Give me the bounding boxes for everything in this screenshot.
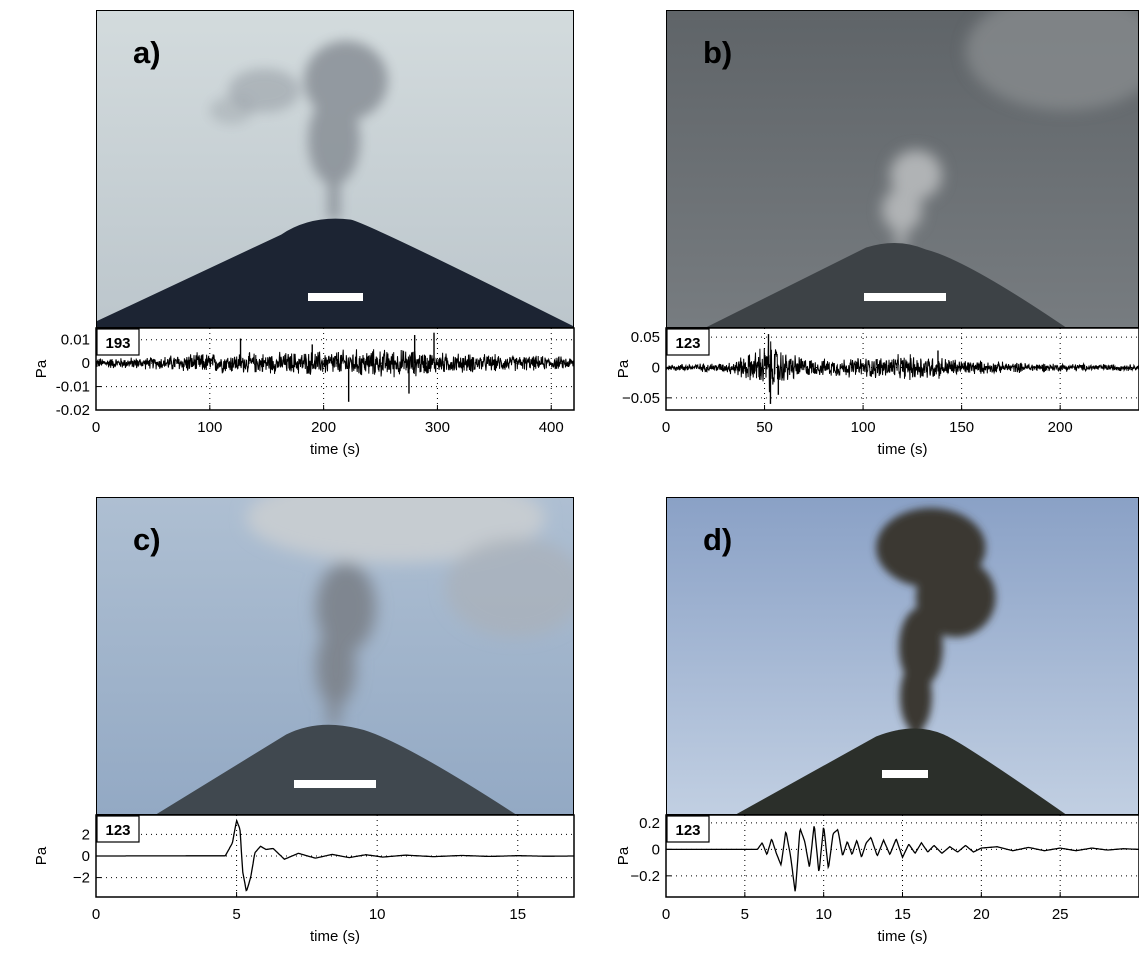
y-axis-label-b: Pa [615,359,632,378]
trace-line-b [665,341,1139,393]
x-tick-label: 0 [662,906,670,923]
station-box-frame [96,815,140,843]
x-axis-label-a: time (s) [310,441,360,458]
y-tick-label: 0 [652,359,660,376]
station-label-d: 123 [675,822,700,839]
x-tick-label: 5 [232,906,240,923]
volcano-photo-d: d) [666,497,1139,815]
x-tick-label: 150 [949,419,974,436]
x-tick-label: 200 [1048,419,1073,436]
station-label-b: 123 [675,335,700,352]
volcano-photo-c: c) [96,497,574,815]
y-axis-label-d: Pa [615,846,632,865]
y-axis-label-a: Pa [33,359,50,378]
x-tick-label: 0 [662,419,670,436]
x-tick-label: 25 [1052,906,1069,923]
trace-line-c [96,818,574,892]
station-box-b: 123 [666,328,710,356]
y-tick-label: −0.05 [622,390,660,407]
grid-a [96,328,574,411]
y-tick-label: -0.02 [56,402,90,419]
y-tick-label: −0.2 [630,868,660,885]
x-tick-label: 5 [741,906,749,923]
station-box-c: 123 [96,815,140,843]
scale-bar-c [294,780,376,788]
y-tick-label: 0 [652,841,660,858]
y-tick-label: 0.05 [631,329,660,346]
x-tick-label: 0 [92,419,100,436]
panel-label-b: b) [703,35,733,70]
x-tick-label: 15 [509,906,526,923]
photo-scene-c [97,498,573,814]
station-label-c: 123 [105,822,130,839]
station-box-frame [96,328,140,356]
pressure-trace-d: 0 5 10 15 20 25 0.2 0 −0.2 time (s) Pa 123 [615,814,1139,945]
scale-bar-b [864,293,946,301]
x-tick-label: 300 [425,419,450,436]
y-tick-label: 0 [82,355,90,372]
y-axis-label-c: Pa [33,846,50,865]
panel-label-a: a) [133,35,161,70]
axes-frame-a [95,327,575,411]
volcano-photo-a: a) [96,10,574,328]
station-label-a: 193 [105,335,130,352]
y-tick-label: 0 [82,848,90,865]
photo-scene-a [97,11,573,327]
x-tick-label: 0 [92,906,100,923]
x-tick-label: 100 [851,419,876,436]
x-tick-label: 10 [369,906,386,923]
x-tick-label: 10 [815,906,832,923]
y-tick-label: 0.01 [61,332,90,349]
scale-bar-d [882,770,928,778]
panel-label-d: d) [703,522,733,557]
x-axis-label-b: time (s) [878,441,928,458]
x-tick-label: 20 [973,906,990,923]
pressure-trace-a: 0 100 200 300 400 0.01 0 -0.01 -0.02 time (s) Pa 19… [33,327,575,458]
trace-line-a [95,349,575,378]
station-box-frame [666,815,710,843]
photo-scene-d [667,498,1138,814]
x-axis-label-c: time (s) [310,928,360,945]
x-tick-label: 100 [197,419,222,436]
station-box-frame [666,328,710,356]
photo-scene-b [667,11,1138,327]
x-tick-label: 200 [311,419,336,436]
y-tick-label: -0.01 [56,379,90,396]
x-tick-label: 50 [756,419,773,436]
x-tick-label: 400 [539,419,564,436]
y-tick-label: 2 [82,826,90,843]
x-axis-label-d: time (s) [878,928,928,945]
scale-bar-a [308,293,363,301]
y-tick-label: −2 [73,870,90,887]
station-box-a: 193 [96,328,140,356]
station-box-d: 123 [666,815,710,843]
trace-line-d [666,826,1139,892]
y-tick-label: 0.2 [639,815,660,832]
panel-label-c: c) [133,522,161,557]
volcano-photo-b: b) [666,10,1139,328]
axes-frame-b [665,327,1139,411]
x-tick-label: 15 [894,906,911,923]
